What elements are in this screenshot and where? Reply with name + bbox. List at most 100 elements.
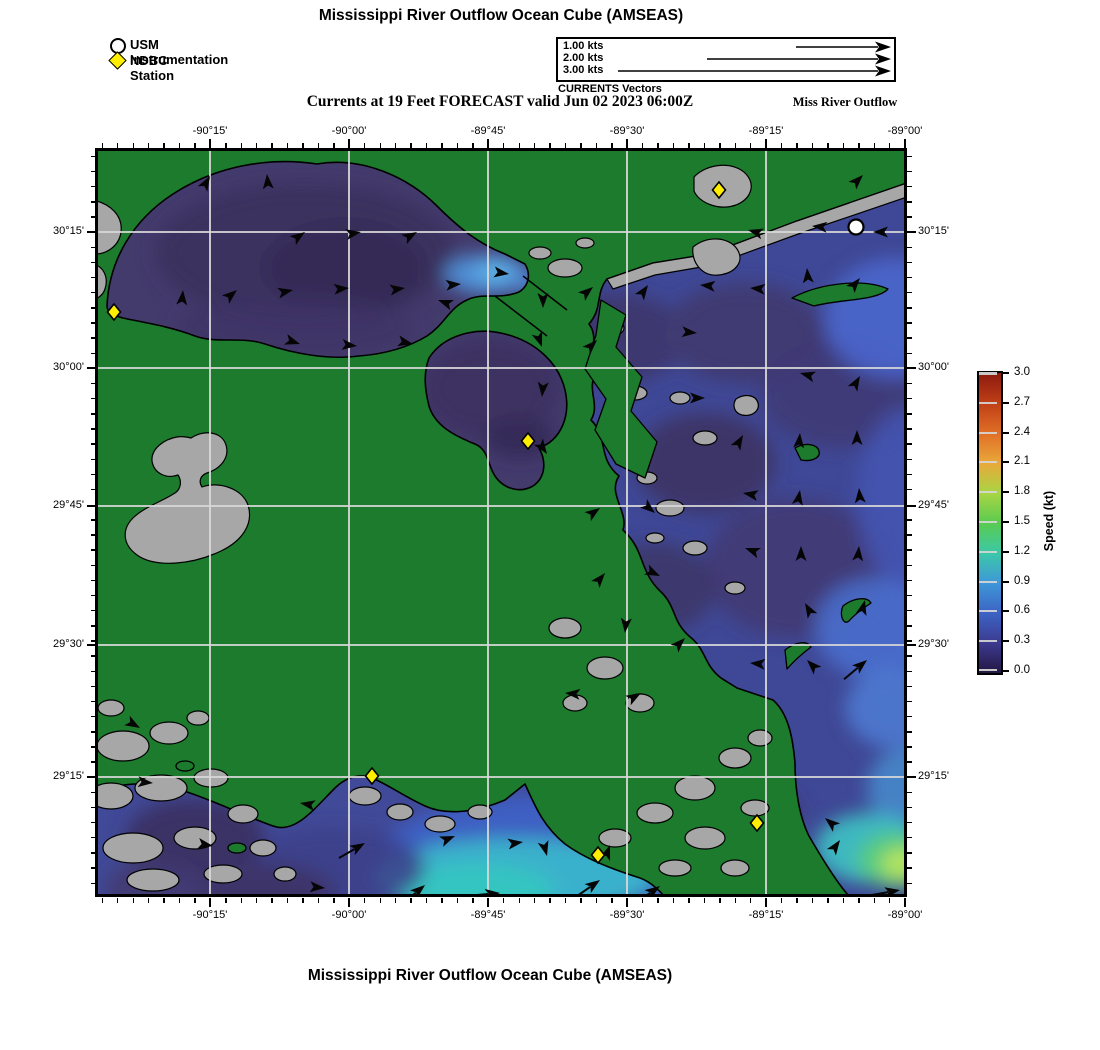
axis-tick [225,143,227,148]
colorbar-tick-label: 1.2 [1014,544,1030,557]
x-axis-label-bottom: -89°15' [748,909,784,921]
x-axis-label-top: -89°30' [609,125,645,137]
station-markers [106,180,865,865]
axis-tick [194,143,196,148]
axis-tick [907,625,912,627]
ndbc-station-marker [711,180,727,200]
axis-tick [101,143,103,148]
axis-tick [91,700,96,703]
colorbar-cap [979,372,997,375]
current-arrow [843,660,867,681]
axis-tick [317,143,320,148]
colorbar-tick [1002,372,1009,374]
axis-tick [595,143,598,148]
axis-tick [379,898,381,903]
colorbar-separator [979,610,997,613]
map-canvas [88,148,908,906]
axis-tick [688,898,690,903]
y-axis-label-left: 30°00' [53,361,84,373]
colorbar-tick [1002,580,1009,583]
axis-tick [907,867,912,869]
axis-tick [734,143,737,148]
current-arrow [750,283,766,295]
current-arrow [397,335,413,347]
axis-tick [907,670,912,672]
current-arrow [825,818,841,832]
axis-tick [907,852,912,854]
current-arrow [805,603,818,619]
colorbar-tick-label: 1.8 [1014,485,1030,498]
y-axis-label-right: 30°15' [918,225,949,237]
axis-tick [827,898,829,903]
page-title: Mississippi River Outflow Ocean Cube (AM… [318,7,684,24]
axis-tick [904,898,906,907]
x-axis-label-bottom: -89°00' [887,909,923,921]
current-arrow [124,715,140,728]
axis-tick [907,231,916,233]
x-axis-label-top: -89°15' [748,125,784,137]
y-axis-label-right: 29°45' [918,499,949,511]
axis-tick [441,143,443,148]
axis-tick [101,898,103,903]
axis-tick [91,170,96,173]
current-arrow [793,433,805,449]
legend-usm-label: USM Instrumentation [130,37,229,67]
current-arrow [800,371,816,383]
current-arrow [289,232,305,246]
axis-tick [811,898,814,903]
axis-tick [719,898,721,903]
axis-tick [91,443,96,445]
current-arrow [533,438,547,454]
colorbar-separator [979,491,997,494]
axis-tick [907,186,912,188]
axis-tick [657,143,659,148]
y-axis-label-left: 30°15' [53,225,84,237]
ndbc-station-marker [364,766,380,786]
vector-scale-box: 1.00 kts 2.00 kts 3.00 kts [556,37,896,82]
axis-tick [91,564,96,566]
axis-tick [796,898,798,903]
speed-colorbar [977,371,1003,675]
current-arrow [401,232,417,245]
axis-tick [194,898,196,903]
current-arrow [584,508,600,522]
current-arrow [812,221,828,233]
axis-tick [91,640,96,642]
axis-tick [688,143,690,148]
colorbar-tick-label: 3.0 [1014,366,1030,378]
axis-tick [642,143,644,148]
axis-tick [889,898,891,903]
axis-tick [441,898,443,903]
axis-tick [533,143,536,148]
colorbar-tick-label: 1.5 [1014,515,1030,527]
axis-tick [503,898,505,903]
y-axis-label-right: 29°30' [918,638,949,650]
axis-tick [904,139,906,148]
axis-tick [147,898,150,903]
current-arrow [197,176,210,192]
current-arrow [341,338,357,350]
current-arrow [284,334,300,345]
axis-tick [907,473,912,476]
colorbar-tick [1002,640,1009,643]
axis-tick [907,761,912,763]
axis-tick [87,367,96,369]
current-arrow [847,376,860,392]
axis-tick [91,655,96,657]
current-arrow [300,800,316,812]
axis-tick [91,610,96,612]
axis-tick [132,143,134,148]
axis-tick [611,898,613,903]
current-arrow [644,564,660,576]
current-arrow [826,840,840,856]
colorbar-title: Speed (kt) [1042,490,1056,552]
x-axis-label-top: -90°15' [192,125,228,137]
current-arrow [537,293,549,308]
coastlines [94,160,908,898]
axis-tick [256,143,258,148]
axis-tick [564,143,567,148]
current-arrow [221,290,237,304]
axis-tick [907,655,912,657]
axis-tick [907,882,912,884]
